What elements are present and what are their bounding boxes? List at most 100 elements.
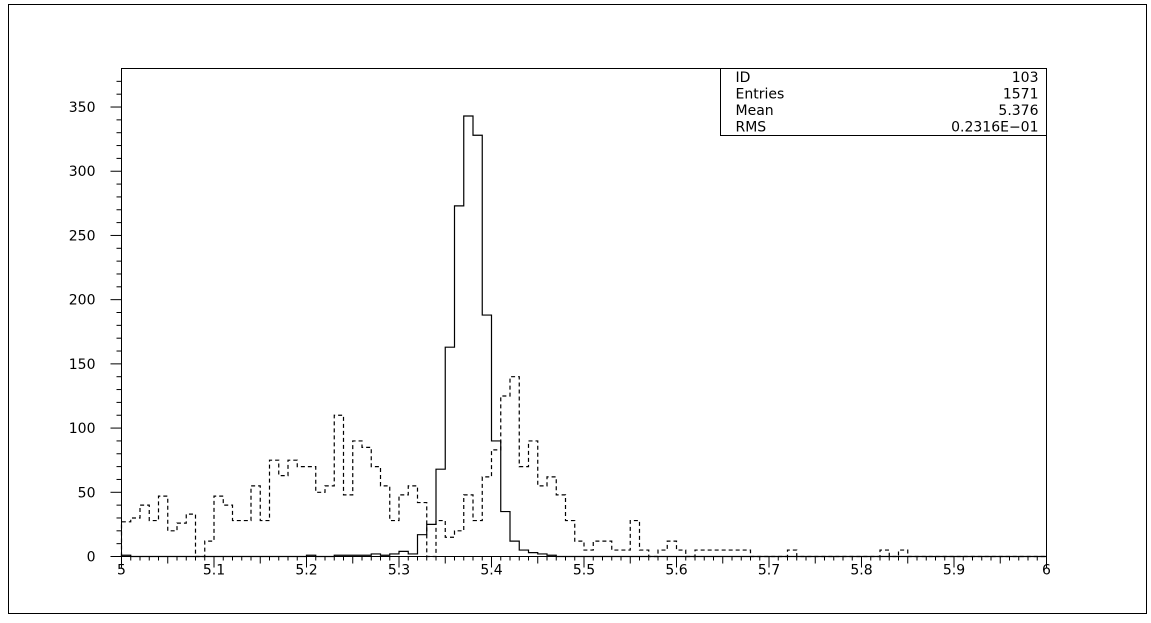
series-outline-dashed	[120, 376, 1047, 558]
bin-dashed-14	[251, 486, 260, 557]
stats-label: Entries	[736, 87, 785, 103]
stats-label: ID	[736, 70, 751, 86]
bin-dashed-43	[519, 467, 528, 557]
y-tick-label: 100	[69, 421, 96, 437]
bin-dashed-20	[307, 467, 316, 557]
bin-dashed-56	[640, 550, 649, 556]
bin-dashed-41	[501, 396, 510, 557]
bin-solid-12	[427, 524, 436, 556]
y-tick-label: 0	[87, 550, 96, 566]
bin-dashed-17	[279, 476, 288, 557]
bin-dashed-27	[371, 467, 380, 557]
x-tick-label: 6	[1042, 563, 1051, 579]
bin-dashed-19	[297, 467, 306, 557]
bin-dashed-66	[732, 550, 741, 556]
stats-box-frame	[720, 68, 1047, 136]
bin-dashed-46	[547, 477, 556, 557]
bin-dashed-39	[482, 477, 491, 557]
bin-dashed-36	[455, 531, 464, 557]
y-tick-label: 150	[69, 357, 96, 373]
bin-dashed-11	[223, 505, 232, 556]
x-tick-label: 5.2	[295, 563, 317, 579]
stats-label: RMS	[736, 120, 767, 136]
plot-area	[121, 68, 1047, 557]
stats-box: ID 103 Entries 1571 Mean 5.376 RMS 0.2316E−01	[720, 68, 1047, 136]
bin-dashed-18	[288, 460, 297, 556]
bin-dashed-63	[704, 550, 713, 556]
stats-label: Mean	[736, 103, 774, 119]
bin-dashed-54	[621, 550, 630, 556]
bin-dashed-53	[612, 550, 621, 556]
bin-dashed-28	[381, 486, 390, 557]
y-tick-label: 250	[69, 228, 96, 244]
series-layer	[120, 115, 1047, 558]
x-tick-label: 5.3	[388, 563, 410, 579]
bin-dashed-22	[325, 486, 334, 557]
bin-dashed-32	[418, 503, 427, 557]
bin-dashed-7	[186, 514, 195, 556]
bin-dashed-30	[399, 495, 408, 557]
bin-dashed-67	[741, 550, 750, 556]
bin-dashed-38	[473, 521, 482, 557]
bin-dashed-2	[140, 505, 149, 556]
x-tick-label: 5.5	[573, 563, 595, 579]
bin-dashed-23	[334, 415, 343, 556]
bin-dashed-59	[667, 541, 676, 556]
y-tick-label: 50	[78, 485, 96, 501]
bin-dashed-51	[593, 541, 602, 556]
bin-dashed-35	[445, 537, 454, 556]
bin-solid-14	[445, 347, 454, 556]
bin-dashed-44	[529, 441, 538, 557]
bin-dashed-65	[723, 550, 732, 556]
bin-dashed-62	[695, 550, 704, 556]
bin-dashed-15	[260, 521, 269, 557]
bin-dashed-6	[177, 523, 186, 556]
bin-dashed-69	[880, 550, 889, 556]
stats-value: 103	[1012, 70, 1039, 86]
stats-value: 5.376	[998, 103, 1038, 119]
bin-solid-16	[464, 116, 473, 556]
stats-value: 0.2316E−01	[951, 120, 1038, 136]
x-tick-label: 5.1	[203, 563, 225, 579]
bin-dashed-52	[603, 541, 612, 556]
x-tick-label: 5.6	[665, 563, 687, 579]
y-tick-label: 200	[69, 293, 96, 309]
bin-dashed-9	[205, 541, 214, 556]
bin-dashed-29	[390, 521, 399, 557]
bin-dashed-24	[344, 495, 353, 557]
x-tick-label: 5.7	[758, 563, 780, 579]
bin-dashed-3	[149, 521, 158, 557]
bin-dashed-58	[658, 550, 667, 556]
bin-dashed-13	[242, 521, 251, 557]
bin-dashed-55	[630, 521, 639, 557]
series-dashed	[120, 376, 1047, 558]
bin-dashed-49	[575, 541, 584, 556]
bin-solid-17	[473, 135, 482, 556]
axes-layer: 5 5.1 5.2 5.3 5.4 5.5 5.6 5.7 5.8 5.9 6 0 50 100 150 20…	[69, 80, 1051, 579]
bin-dashed-10	[214, 496, 223, 556]
bin-dashed-50	[584, 550, 593, 556]
bin-dashed-64	[714, 550, 723, 556]
bin-dashed-12	[233, 521, 242, 557]
bin-dashed-37	[464, 495, 473, 557]
x-tick-label: 5	[117, 563, 126, 579]
bin-dashed-68	[788, 550, 797, 556]
bin-dashed-4	[159, 496, 168, 556]
bin-dashed-26	[362, 447, 371, 556]
bin-dashed-34	[436, 521, 445, 557]
bin-dashed-45	[538, 486, 547, 557]
y-tick-label: 300	[69, 164, 96, 180]
bin-dashed-21	[316, 492, 325, 556]
bin-dashed-47	[556, 495, 565, 557]
y-tick-label: 350	[69, 100, 96, 116]
bin-dashed-48	[566, 521, 575, 557]
bin-dashed-0	[122, 522, 131, 557]
bin-dashed-1	[131, 518, 140, 557]
bin-dashed-25	[353, 441, 362, 557]
bin-dashed-70	[899, 550, 908, 556]
bin-dashed-5	[168, 531, 177, 557]
stats-value: 1571	[1003, 87, 1039, 103]
bin-dashed-31	[408, 486, 417, 557]
